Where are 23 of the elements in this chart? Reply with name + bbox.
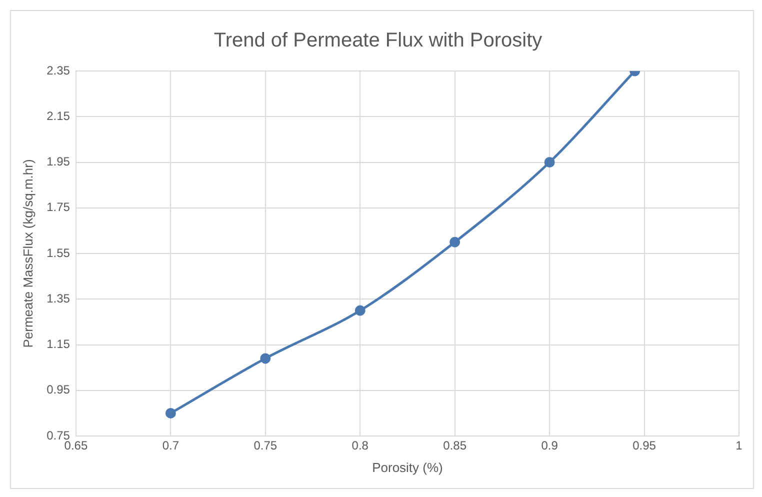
x-axis-title: Porosity (%) (372, 460, 443, 475)
y-tick-label: 2.35 (46, 63, 70, 78)
y-axis-title: Permeate MassFlux (kg/sq.m.hr) (20, 159, 36, 348)
y-tick-label: 1.75 (46, 200, 70, 214)
x-tick-label: 0.9 (541, 438, 558, 453)
x-tick-label: 1 (736, 438, 743, 453)
point (260, 353, 271, 364)
point (544, 157, 555, 168)
y-tick-label: 1.55 (46, 246, 70, 260)
point (165, 408, 176, 418)
x-tick-label: 0.8 (352, 438, 369, 453)
y-tick-label: 0.95 (46, 382, 70, 397)
x-tick-label: 0.95 (632, 438, 656, 453)
y-tick-label: 1.35 (46, 291, 70, 306)
chart-title: Trend of Permeate Flux with Porosity (214, 30, 542, 52)
y-tick-label: 1.95 (46, 154, 70, 169)
y-tick-label: 1.15 (46, 337, 70, 352)
point (354, 305, 366, 316)
x-tick-label: 0.75 (254, 438, 278, 453)
point (450, 236, 460, 248)
x-tick-label: 0.85 (443, 438, 467, 453)
y-tick-label: 2.15 (46, 108, 70, 123)
x-tick-label: 0.7 (162, 438, 180, 453)
